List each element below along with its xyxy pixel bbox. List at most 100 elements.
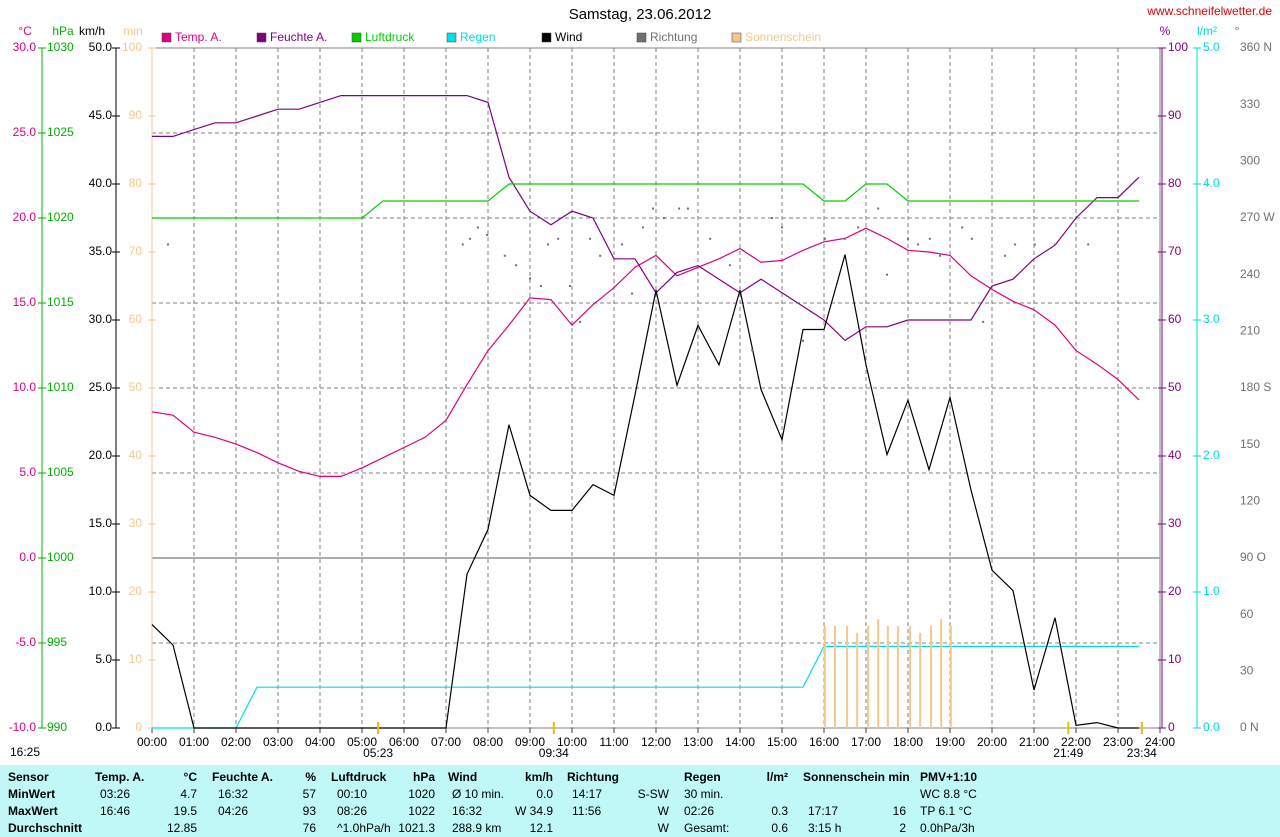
legend-label: Regen [460, 30, 495, 44]
y-tick-label: 300 [1240, 154, 1260, 168]
y-tick-label: 1000 [47, 550, 74, 564]
y-tick-label: 0 N [1240, 720, 1259, 734]
y-tick-label: 30 [129, 516, 143, 530]
generated-time: 16:25 [10, 745, 40, 759]
direction-point [529, 277, 531, 280]
table-header: PMV+1:10 [920, 770, 978, 784]
sunshine-bar [846, 626, 849, 728]
axis-unit: °C [18, 24, 32, 38]
y-tick-label: 240 [1240, 267, 1260, 281]
axis-unit: % [1160, 24, 1171, 38]
direction-point [781, 226, 783, 229]
direction-point [844, 237, 846, 240]
direction-point [1033, 243, 1036, 246]
table-cell: 30 min. [684, 787, 724, 801]
table-header: Luftdruck [331, 770, 387, 784]
legend-label: Luftdruck [365, 30, 415, 44]
direction-point [1054, 243, 1056, 246]
x-tick-label: 12:00 [641, 735, 671, 749]
y-tick-label: 15.0 [89, 516, 113, 530]
y-tick-label: 35.0 [89, 244, 113, 258]
time-marker-label: 09:34 [539, 746, 569, 760]
sunshine-bar [940, 619, 943, 728]
direction-point [728, 264, 731, 267]
table-header: hPa [412, 770, 435, 784]
y-tick-label: 25.0 [13, 125, 37, 139]
direction-point [568, 285, 571, 287]
table-header: Sonnenschein min [803, 770, 910, 784]
y-tick-label: 0.0 [95, 720, 112, 734]
table-cell: 04:26 [218, 804, 249, 818]
y-tick-label: 50 [1168, 380, 1182, 394]
y-tick-label: 0 [1168, 720, 1175, 734]
table-cell: ^1.0hPa/h [337, 821, 391, 835]
axis-unit: ° [1235, 24, 1240, 38]
row-label: Durchschnitt [8, 821, 83, 835]
table-cell: 11:56 [572, 804, 602, 818]
legend-label: Feuchte A. [270, 30, 327, 44]
table-cell: W 34.9 [514, 804, 553, 818]
y-tick-label: 1020 [47, 210, 74, 224]
y-tick-label: 100 [122, 40, 142, 54]
x-tick-label: 19:00 [935, 735, 965, 749]
x-tick-label: 05:00 [347, 735, 377, 749]
direction-point [503, 254, 506, 257]
direction-point [1014, 243, 1017, 246]
sunshine-bar [833, 626, 836, 728]
direction-point [1004, 254, 1007, 257]
x-tick-label: 18:00 [893, 735, 923, 749]
y-tick-label: -5.0 [15, 635, 36, 649]
direction-point [166, 243, 169, 246]
y-tick-label: 40 [129, 448, 143, 462]
series-line [152, 645, 1139, 729]
row-label: MaxWert [8, 804, 58, 818]
x-tick-label: 16:00 [809, 735, 839, 749]
time-marker-label: 21:49 [1053, 746, 1083, 760]
table-cell: 2 [899, 821, 906, 835]
table-cell: 1020 [408, 787, 435, 801]
table-cell: 0.0hPa/3h [920, 821, 975, 835]
x-tick-label: 04:00 [305, 735, 335, 749]
table-header: Richtung [567, 770, 619, 784]
legend-swatch [541, 32, 552, 43]
time-marker-label: 05:23 [363, 746, 393, 760]
stats-table: Sensor Temp. A. °C Feuchte A.% Luftdruck hPa W… [0, 765, 1280, 837]
y-tick-label: 15.0 [13, 295, 37, 309]
table-cell: 0.3 [771, 804, 788, 818]
y-tick-label: 25.0 [89, 380, 113, 394]
table-cell: 12.85 [166, 821, 197, 835]
y-tick-label: 100 [1168, 40, 1188, 54]
x-tick-label: 17:00 [851, 735, 881, 749]
y-tick-label: 10 [129, 652, 143, 666]
direction-point [982, 320, 985, 323]
legend-swatch [636, 32, 647, 43]
direction-point [961, 226, 964, 229]
direction-point [631, 292, 634, 295]
table-cell: 93 [302, 804, 316, 818]
direction-point [599, 254, 602, 257]
row-label: MinWert [8, 787, 56, 801]
y-tick-label: 80 [1168, 176, 1182, 190]
y-tick-label: 1.0 [1203, 584, 1220, 598]
x-tick-label: 14:00 [725, 735, 755, 749]
sunshine-bar [930, 626, 933, 728]
x-tick-label: 22:00 [1061, 735, 1091, 749]
direction-point [802, 339, 804, 342]
y-tick-label: 180 S [1240, 380, 1271, 394]
direction-point [886, 273, 888, 276]
table-header: Temp. A. [95, 770, 145, 784]
direction-point [877, 207, 880, 210]
y-tick-label: 40 [1168, 448, 1182, 462]
sunshine-bar [867, 626, 870, 728]
axis-unit: km/h [79, 24, 105, 38]
table-cell: 16:46 [100, 804, 131, 818]
direction-point [686, 207, 689, 210]
sunshine-bar [856, 632, 859, 728]
y-tick-label: 1015 [47, 295, 74, 309]
y-tick-label: 60 [1240, 607, 1254, 621]
x-tick-label: 24:00 [1145, 735, 1175, 749]
y-tick-label: 10.0 [89, 584, 113, 598]
series-line [151, 254, 1139, 729]
legend-swatch [256, 32, 267, 43]
